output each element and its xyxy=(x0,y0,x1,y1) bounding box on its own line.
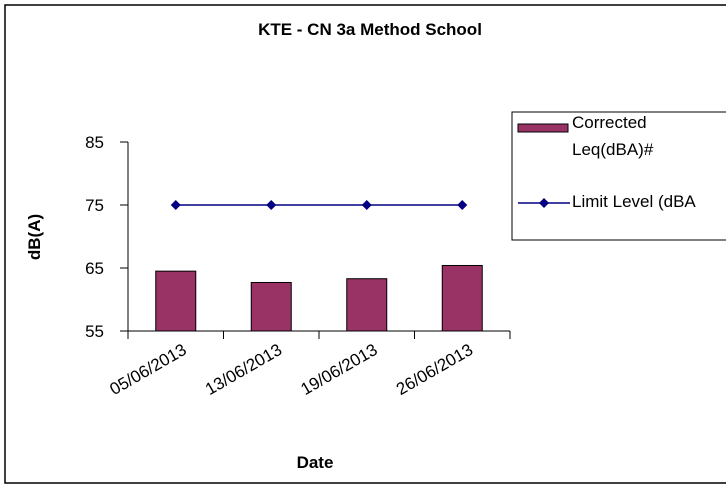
y-axis-label: dB(A) xyxy=(25,214,44,260)
y-tick-label: 85 xyxy=(85,133,104,152)
y-tick-label: 75 xyxy=(85,196,104,215)
legend-marker xyxy=(539,198,549,208)
bar xyxy=(441,264,483,332)
y-tick-label: 65 xyxy=(85,259,104,278)
chart-frame xyxy=(4,4,726,484)
x-axis-label: Date xyxy=(297,453,334,472)
legend-box xyxy=(511,111,726,241)
bar xyxy=(346,278,388,332)
line-marker xyxy=(170,200,181,210)
legend-swatch xyxy=(517,123,569,133)
line-marker xyxy=(361,200,372,210)
line-marker xyxy=(457,200,468,210)
bar xyxy=(250,281,292,332)
legend-label: Corrected Leq(dBA)# xyxy=(572,113,654,159)
chart-title: KTE - CN 3a Method School xyxy=(258,20,482,39)
bar xyxy=(155,270,197,332)
y-tick-label: 55 xyxy=(85,322,104,341)
line-marker xyxy=(266,200,277,210)
legend-label: Limit Level (dBA xyxy=(572,192,696,211)
